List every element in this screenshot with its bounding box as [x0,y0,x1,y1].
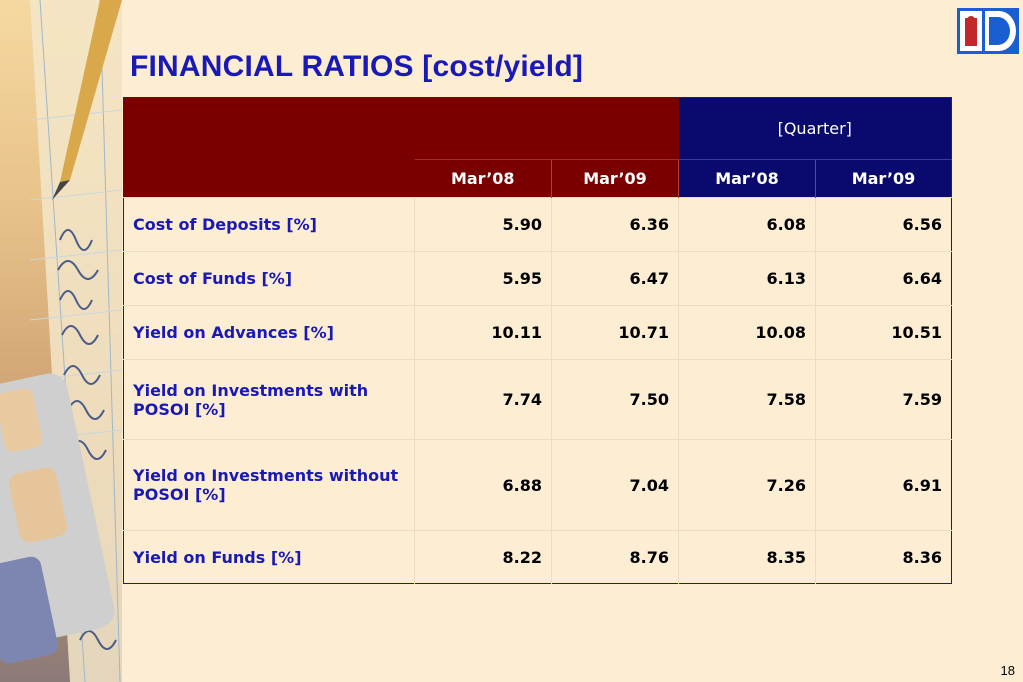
ledger-pen-illustration [0,0,122,682]
table-cell: 10.51 [815,305,952,360]
table-cell: 7.59 [815,359,952,440]
table-cell: 6.47 [551,251,679,306]
table-row: Yield on Investments without POSOI [%] 6… [123,439,952,531]
financial-ratios-table: [Quarter] Mar’08 Mar’09 Mar’08 Mar’09 Co… [123,97,952,584]
table-cell: 6.13 [678,251,816,306]
table-cell: 6.91 [815,439,952,531]
table-cell: 7.74 [414,359,552,440]
row-label-header [123,97,415,198]
table-cell: 8.22 [414,530,552,584]
year-group-header [414,97,679,160]
table-cell: 7.50 [551,359,679,440]
table-row: Yield on Advances [%] 10.11 10.71 10.08 … [123,305,952,360]
row-label: Yield on Funds [%] [123,530,415,584]
table-cell: 8.35 [678,530,816,584]
decorative-ledger-image [0,0,122,682]
table-row: Yield on Funds [%] 8.22 8.76 8.35 8.36 [123,530,952,584]
table-cell: 10.71 [551,305,679,360]
row-label: Yield on Advances [%] [123,305,415,360]
table-cell: 6.56 [815,197,952,252]
table-row: Cost of Deposits [%] 5.90 6.36 6.08 6.56 [123,197,952,252]
row-label: Yield on Investments without POSOI [%] [123,439,415,531]
table-cell: 8.36 [815,530,952,584]
row-label: Yield on Investments with POSOI [%] [123,359,415,440]
table-cell: 10.11 [414,305,552,360]
table-row: Cost of Funds [%] 5.95 6.47 6.13 6.64 [123,251,952,306]
row-label: Cost of Funds [%] [123,251,415,306]
column-header: Mar’08 [414,159,552,198]
bank-logo-icon [957,8,1019,54]
table-cell: 5.90 [414,197,552,252]
table-cell: 7.58 [678,359,816,440]
table-row: Yield on Investments with POSOI [%] 7.74… [123,359,952,440]
table-cell: 8.76 [551,530,679,584]
column-header: Mar’09 [815,159,952,198]
column-header: Mar’08 [678,159,816,198]
quarter-group-header: [Quarter] [678,97,952,160]
row-label: Cost of Deposits [%] [123,197,415,252]
table-cell: 6.08 [678,197,816,252]
page-number: 18 [1000,663,1015,678]
table-cell: 6.88 [414,439,552,531]
table-cell: 10.08 [678,305,816,360]
table-cell: 6.36 [551,197,679,252]
slide-title: FINANCIAL RATIOS [cost/yield] [130,50,584,83]
table-cell: 7.26 [678,439,816,531]
table-cell: 7.04 [551,439,679,531]
column-header: Mar’09 [551,159,679,198]
table-cell: 5.95 [414,251,552,306]
table-cell: 6.64 [815,251,952,306]
